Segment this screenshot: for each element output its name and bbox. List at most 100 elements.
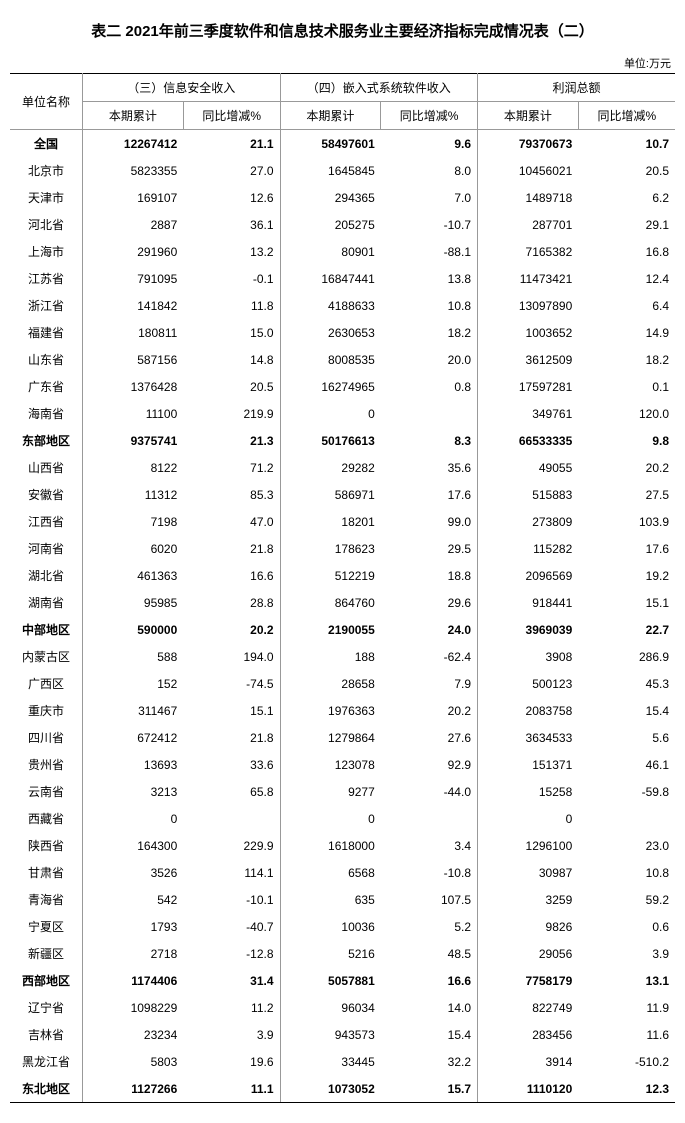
cell bbox=[578, 805, 675, 832]
table-row: 广东省137642820.5162749650.8175972810.1 bbox=[10, 373, 675, 400]
table-row: 吉林省232343.994357315.428345611.6 bbox=[10, 1021, 675, 1048]
row-name: 江苏省 bbox=[10, 265, 83, 292]
cell: 0.8 bbox=[381, 373, 478, 400]
cell: 11100 bbox=[83, 400, 184, 427]
table-row: 河北省288736.1205275-10.728770129.1 bbox=[10, 211, 675, 238]
cell: 18.2 bbox=[381, 319, 478, 346]
col-sub-5: 本期累计 bbox=[478, 102, 579, 130]
cell: 822749 bbox=[478, 994, 579, 1021]
col-sub-6: 同比增减% bbox=[578, 102, 675, 130]
table-row: 东部地区937574121.3501766138.3665333359.8 bbox=[10, 427, 675, 454]
cell: 6020 bbox=[83, 535, 184, 562]
cell: 19.6 bbox=[183, 1048, 280, 1075]
cell: 22.7 bbox=[578, 616, 675, 643]
table-row: 东北地区112726611.1107305215.7111012012.3 bbox=[10, 1075, 675, 1103]
cell: -44.0 bbox=[381, 778, 478, 805]
row-name: 东部地区 bbox=[10, 427, 83, 454]
table-row: 甘肃省3526114.16568-10.83098710.8 bbox=[10, 859, 675, 886]
cell: 33445 bbox=[280, 1048, 381, 1075]
row-name: 重庆市 bbox=[10, 697, 83, 724]
cell: 9277 bbox=[280, 778, 381, 805]
cell: 0.1 bbox=[578, 373, 675, 400]
row-name: 贵州省 bbox=[10, 751, 83, 778]
cell: 49055 bbox=[478, 454, 579, 481]
cell: 3.9 bbox=[183, 1021, 280, 1048]
table-row: 湖南省9598528.886476029.691844115.1 bbox=[10, 589, 675, 616]
cell: 1098229 bbox=[83, 994, 184, 1021]
cell: 10036 bbox=[280, 913, 381, 940]
cell: 46.1 bbox=[578, 751, 675, 778]
table-row: 北京市582335527.016458458.01045602120.5 bbox=[10, 157, 675, 184]
row-name: 海南省 bbox=[10, 400, 83, 427]
cell: 286.9 bbox=[578, 643, 675, 670]
row-name: 云南省 bbox=[10, 778, 83, 805]
cell: 14.0 bbox=[381, 994, 478, 1021]
cell: 12267412 bbox=[83, 130, 184, 158]
cell: 1376428 bbox=[83, 373, 184, 400]
cell: 0.6 bbox=[578, 913, 675, 940]
cell: 7758179 bbox=[478, 967, 579, 994]
cell: 31.4 bbox=[183, 967, 280, 994]
cell: 1174406 bbox=[83, 967, 184, 994]
cell: 71.2 bbox=[183, 454, 280, 481]
cell: -62.4 bbox=[381, 643, 478, 670]
cell: 27.0 bbox=[183, 157, 280, 184]
cell: 23.0 bbox=[578, 832, 675, 859]
cell: 169107 bbox=[83, 184, 184, 211]
table-row: 江苏省791095-0.11684744113.81147342112.4 bbox=[10, 265, 675, 292]
cell: 635 bbox=[280, 886, 381, 913]
cell: 13.8 bbox=[381, 265, 478, 292]
cell: 3969039 bbox=[478, 616, 579, 643]
cell: 219.9 bbox=[183, 400, 280, 427]
cell: 9.6 bbox=[381, 130, 478, 158]
row-name: 安徽省 bbox=[10, 481, 83, 508]
cell: 95985 bbox=[83, 589, 184, 616]
cell: -10.7 bbox=[381, 211, 478, 238]
cell: 65.8 bbox=[183, 778, 280, 805]
cell: 3.9 bbox=[578, 940, 675, 967]
cell: -10.8 bbox=[381, 859, 478, 886]
cell: 18.8 bbox=[381, 562, 478, 589]
cell: 13693 bbox=[83, 751, 184, 778]
cell: 66533335 bbox=[478, 427, 579, 454]
col-sub-1: 本期累计 bbox=[83, 102, 184, 130]
cell: 120.0 bbox=[578, 400, 675, 427]
cell: 20.2 bbox=[578, 454, 675, 481]
cell: 10456021 bbox=[478, 157, 579, 184]
row-name: 新疆区 bbox=[10, 940, 83, 967]
table-row: 海南省11100219.90349761120.0 bbox=[10, 400, 675, 427]
table-row: 新疆区2718-12.8521648.5290563.9 bbox=[10, 940, 675, 967]
cell: 13097890 bbox=[478, 292, 579, 319]
cell: 6568 bbox=[280, 859, 381, 886]
cell: 2718 bbox=[83, 940, 184, 967]
cell: 15258 bbox=[478, 778, 579, 805]
row-name: 广西区 bbox=[10, 670, 83, 697]
cell: 29282 bbox=[280, 454, 381, 481]
cell: 7.0 bbox=[381, 184, 478, 211]
cell: 4188633 bbox=[280, 292, 381, 319]
cell: 15.7 bbox=[381, 1075, 478, 1103]
row-name: 福建省 bbox=[10, 319, 83, 346]
cell: 12.3 bbox=[578, 1075, 675, 1103]
cell: 50176613 bbox=[280, 427, 381, 454]
cell: 29056 bbox=[478, 940, 579, 967]
cell: 273809 bbox=[478, 508, 579, 535]
cell: 5803 bbox=[83, 1048, 184, 1075]
cell: 1296100 bbox=[478, 832, 579, 859]
cell: 115282 bbox=[478, 535, 579, 562]
cell: 1127266 bbox=[83, 1075, 184, 1103]
cell: 16.6 bbox=[381, 967, 478, 994]
table-row: 贵州省1369333.612307892.915137146.1 bbox=[10, 751, 675, 778]
row-name: 中部地区 bbox=[10, 616, 83, 643]
cell: 11.1 bbox=[183, 1075, 280, 1103]
cell: 114.1 bbox=[183, 859, 280, 886]
row-name: 河北省 bbox=[10, 211, 83, 238]
cell: 8008535 bbox=[280, 346, 381, 373]
table-row: 福建省18081115.0263065318.2100365214.9 bbox=[10, 319, 675, 346]
col-sub-4: 同比增减% bbox=[381, 102, 478, 130]
cell: 92.9 bbox=[381, 751, 478, 778]
cell: 24.0 bbox=[381, 616, 478, 643]
cell: 15.4 bbox=[381, 1021, 478, 1048]
cell: 1489718 bbox=[478, 184, 579, 211]
cell: 15.4 bbox=[578, 697, 675, 724]
